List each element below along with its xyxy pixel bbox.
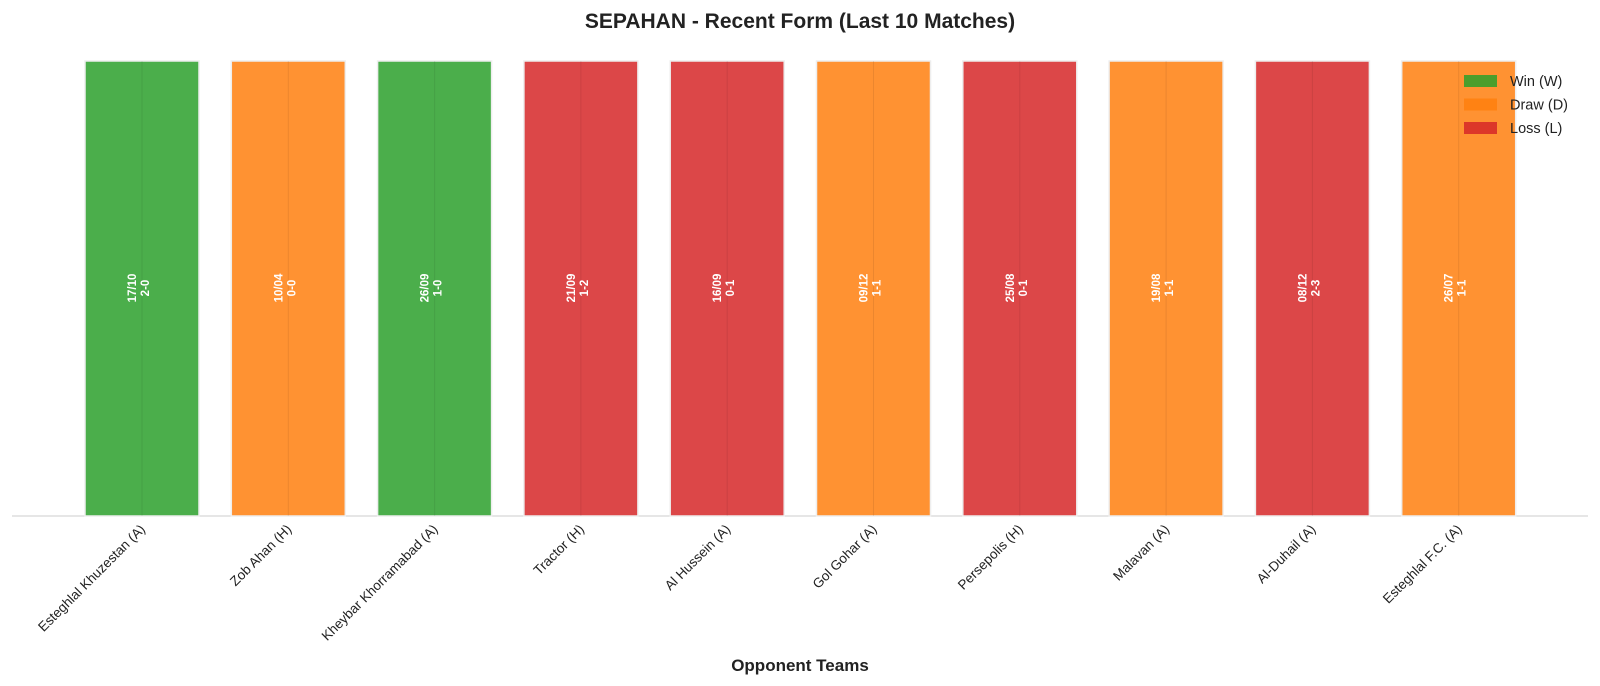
legend-swatch (1464, 98, 1497, 111)
legend-label: Loss (L) (1510, 121, 1562, 137)
date-label: 26/09 (420, 274, 432, 303)
score-label: 1-1 (872, 279, 884, 296)
data-label: 09/12 1-1 (859, 274, 884, 303)
legend-label: Draw (D) (1510, 98, 1568, 114)
date-label: 21/09 (566, 274, 578, 303)
x-tick-label: Kheybar Khorramabad (A) (319, 522, 441, 644)
data-label: 19/08 1-1 (1151, 273, 1176, 302)
legend-label: Win (W) (1510, 74, 1562, 90)
x-tick-label: Malavan (A) (1110, 522, 1172, 584)
data-label: 08/12 2-3 (1297, 274, 1322, 303)
bar (962, 60, 1078, 517)
score-label: 2-0 (140, 280, 152, 297)
data-label: 26/09 1-0 (420, 274, 445, 303)
date-label: 17/10 (127, 274, 139, 303)
date-label: 26/07 (1444, 274, 1456, 303)
data-label: 10/04 0-0 (273, 273, 298, 302)
x-tick-label: Gol Gohar (A) (810, 522, 880, 592)
date-label: 08/12 (1297, 274, 1309, 303)
score-label: 1-2 (579, 280, 591, 297)
x-tick-label: Al Hussein (A) (662, 522, 734, 594)
data-label: 25/08 0-1 (1005, 273, 1030, 302)
score-label: 2-3 (1310, 280, 1322, 297)
score-label: 0-1 (1018, 279, 1030, 296)
date-label: 09/12 (859, 274, 871, 303)
bar (1254, 60, 1371, 517)
score-label: 1-1 (1164, 279, 1176, 296)
score-label: 1-0 (433, 280, 445, 297)
data-label: 16/09 0-1 (712, 274, 737, 303)
bar (230, 60, 347, 517)
legend-swatch (1464, 75, 1497, 87)
data-label: 21/09 1-2 (566, 274, 591, 303)
bar (84, 60, 200, 517)
bar (1400, 60, 1517, 517)
x-tick-label: Al-Duhail (A) (1254, 522, 1319, 587)
date-label: 25/08 (1005, 273, 1017, 302)
x-axis-label: Opponent Teams (731, 656, 869, 675)
bar (815, 60, 932, 517)
date-label: 16/09 (712, 274, 724, 303)
date-label: 19/08 (1151, 273, 1163, 302)
chart-title: SEPAHAN - Recent Form (Last 10 Matches) (585, 10, 1015, 33)
bar (523, 60, 639, 517)
legend-swatch (1464, 122, 1497, 134)
score-label: 1-1 (1457, 279, 1469, 296)
data-label: 26/07 1-1 (1444, 274, 1469, 303)
data-label: 17/10 2-0 (127, 274, 152, 303)
bar (376, 60, 493, 517)
x-tick-label: Tractor (H) (531, 522, 587, 578)
x-tick-label: Persepolis (H) (955, 522, 1026, 593)
bar (1108, 60, 1224, 517)
date-label: 10/04 (273, 273, 285, 302)
x-tick-label: Esteghlal Khuzestan (A) (35, 522, 148, 635)
score-label: 0-0 (286, 280, 298, 297)
bar (669, 60, 785, 517)
score-label: 0-1 (725, 279, 737, 296)
x-tick-label: Zob Ahan (H) (227, 522, 294, 589)
x-tick-label: Esteghlal F.C. (A) (1380, 522, 1465, 607)
